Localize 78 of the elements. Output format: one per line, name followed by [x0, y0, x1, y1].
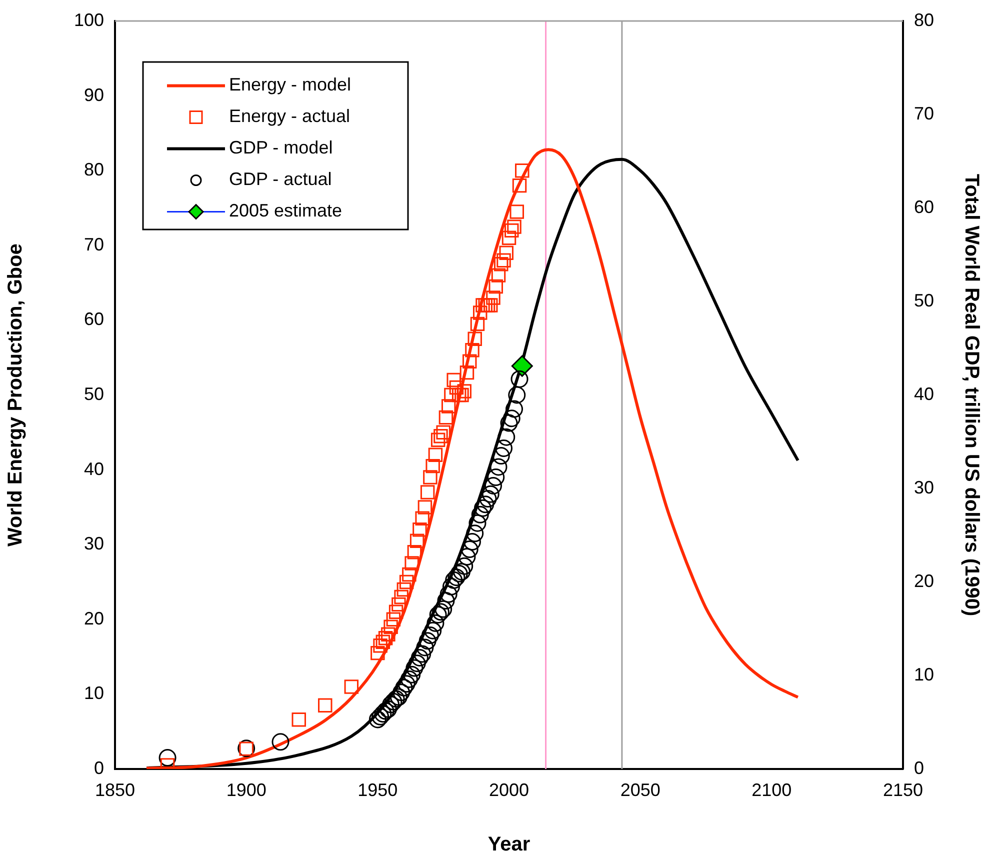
x-tick-label: 2150 [882, 780, 924, 800]
point [498, 428, 516, 446]
point [421, 626, 439, 644]
y2-tick-label: 0 [914, 758, 924, 778]
x-tick-label: 2050 [620, 780, 660, 800]
point [424, 622, 442, 640]
point [418, 632, 436, 650]
point [456, 557, 474, 575]
y-tick-label: 30 [84, 534, 104, 554]
point [368, 710, 386, 728]
y2-axis-title: Total World Real GDP, trillion US dollars (1990) [960, 174, 982, 616]
y-axis-title: World Energy Production, Gboe [4, 244, 27, 546]
y2-tick-label: 40 [914, 384, 934, 404]
point [440, 585, 458, 603]
point [400, 670, 418, 688]
legend-label: 2005 estimate [229, 200, 342, 221]
point [398, 675, 416, 693]
y2-tick-label: 10 [914, 664, 934, 684]
y2-tick-label: 50 [914, 290, 934, 310]
y-tick-label: 60 [84, 309, 104, 330]
y-tick-label: 0 [94, 758, 104, 778]
point [487, 468, 505, 486]
y2-tick-label: 30 [914, 477, 934, 498]
point [494, 440, 512, 458]
point [506, 400, 524, 418]
y-tick-label: 20 [84, 608, 104, 628]
point [484, 476, 502, 494]
y-tick-label: 70 [84, 234, 104, 254]
y-tick-label: 10 [84, 683, 104, 704]
y-tick-label: 90 [84, 84, 104, 105]
point [510, 370, 528, 388]
legend-label: GDP - actual [229, 169, 332, 190]
y-tick-label: 100 [74, 10, 104, 30]
point [490, 458, 508, 476]
point [434, 600, 452, 618]
point [395, 678, 413, 696]
point [511, 355, 533, 377]
point [479, 490, 497, 508]
point [410, 648, 428, 666]
point [471, 506, 489, 524]
y2-tick-label: 70 [914, 103, 934, 124]
point [408, 654, 426, 672]
point [468, 514, 486, 532]
point [508, 386, 526, 404]
y2-tick-label: 60 [914, 196, 934, 217]
point [466, 524, 484, 542]
point [474, 499, 492, 517]
x-tick-label: 1850 [94, 780, 136, 800]
x-axis-title: Year [488, 834, 530, 856]
point [272, 733, 290, 751]
point [442, 578, 460, 596]
x-tick-label: 1950 [358, 780, 398, 800]
y-tick-label: 50 [84, 384, 104, 404]
point [458, 548, 476, 566]
legend-label: GDP - model [229, 138, 333, 158]
y2-tick-label: 20 [914, 570, 934, 591]
x-tick-label: 2000 [488, 780, 530, 800]
point [414, 645, 432, 663]
x-tick-label: 2100 [752, 780, 792, 800]
point [482, 485, 500, 503]
y2-tick-label: 80 [914, 10, 934, 30]
legend-label: Energy - model [229, 74, 352, 95]
point [416, 638, 434, 656]
y-tick-label: 40 [84, 458, 104, 479]
point [406, 659, 424, 677]
y-tick-label: 80 [84, 160, 104, 180]
point [492, 447, 510, 465]
point [437, 592, 455, 610]
point [426, 614, 444, 632]
legend-label: Energy - actual [229, 106, 350, 126]
point [403, 666, 421, 684]
x-tick-label: 1900 [226, 780, 266, 800]
point [476, 496, 494, 514]
point [460, 540, 478, 558]
point [502, 410, 520, 428]
point [158, 749, 176, 767]
point [463, 533, 481, 551]
point [500, 414, 518, 432]
